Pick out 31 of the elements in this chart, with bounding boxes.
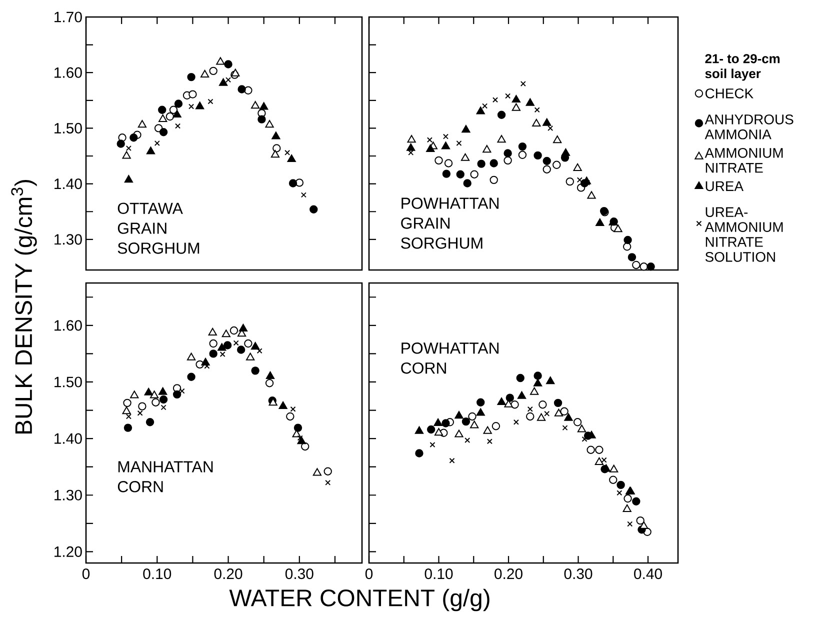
x-tick-label: 0: [82, 568, 90, 580]
text: POWHATTAN GRAIN SORGHUM: [401, 198, 499, 249]
legend-title: 21- to 29-cm soil layer: [705, 54, 780, 81]
x-tick-label: 0.10: [424, 568, 453, 580]
y-tick-label: 1.70: [54, 12, 82, 22]
y-tick-label: 1.30: [54, 234, 82, 245]
x-tick-label: 0.30: [285, 568, 314, 580]
legend-label: UREA: [706, 181, 744, 192]
y-tick-label: 1.20: [54, 546, 82, 557]
y-tick-label: 1.60: [54, 320, 82, 331]
legend-label: CHECK: [705, 88, 754, 98]
y-tick-label: 1.50: [54, 122, 82, 134]
x-tick-label: 0.20: [494, 568, 522, 580]
text: POWHATTAN CORN: [401, 342, 499, 374]
legend-label: AMMONIUM NITRATE: [704, 148, 783, 173]
y-tick-label: 1.40: [54, 433, 82, 444]
legend-label: ANHYDROUS AMMONIA: [704, 114, 794, 140]
x-tick-label: 0.30: [564, 568, 592, 580]
y-tick-label: 1.30: [54, 490, 82, 500]
y-tick-label: 1.50: [54, 376, 82, 388]
x-axis-title: WATER CONTENT (g/g): [229, 588, 490, 612]
y-axis-title: BULK DENSITY (g/cm$^{3}$): [11, 180, 37, 434]
y-tick-label: 1.60: [54, 67, 82, 78]
y-tick-label: 1.40: [54, 178, 82, 190]
x-tick-label: 0.10: [143, 568, 172, 580]
legend-label: UREA-AMMONIUM NITRATE SOLUTION: [704, 207, 783, 262]
x-tick-label: 0: [365, 568, 373, 580]
x-tick-label: 0.20: [214, 568, 242, 580]
text: OTTAWA GRAIN SORGHUM: [118, 202, 200, 254]
x-tick-label: 0.40: [634, 568, 662, 580]
text: MANHATTAN CORN: [118, 461, 213, 492]
